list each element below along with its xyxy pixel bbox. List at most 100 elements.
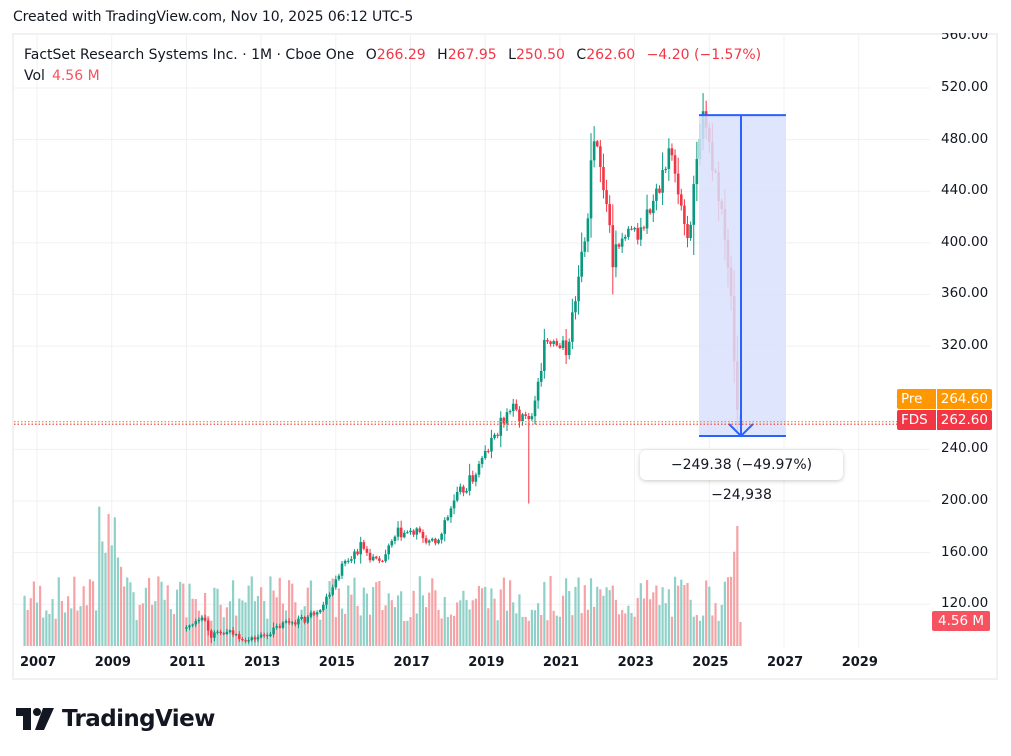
volume-bar bbox=[222, 617, 225, 646]
symbol-description[interactable]: FactSet Research Systems Inc. · 1M · Cbo… bbox=[24, 47, 355, 63]
volume-bar bbox=[381, 610, 384, 646]
candle-body bbox=[686, 224, 689, 239]
candle-body bbox=[390, 541, 394, 546]
candle-body bbox=[290, 622, 294, 624]
volume-bar bbox=[331, 578, 334, 646]
time-axis-tick: 2025 bbox=[692, 655, 729, 670]
candle-body bbox=[571, 312, 574, 342]
chart-frame[interactable] bbox=[12, 33, 998, 680]
volume-bar bbox=[443, 597, 446, 646]
volume-bar bbox=[57, 577, 60, 646]
volume-bar bbox=[228, 601, 232, 646]
candle-body bbox=[493, 434, 496, 438]
candle-body bbox=[340, 563, 344, 576]
candle-body bbox=[511, 403, 515, 412]
volume-bar bbox=[431, 578, 434, 646]
created-with-caption: Created with TradingView.com, Nov 10, 20… bbox=[13, 9, 414, 25]
candle-body bbox=[203, 617, 207, 621]
volume-bar bbox=[571, 615, 574, 646]
volume-bar bbox=[661, 587, 664, 646]
volume-bar bbox=[636, 598, 639, 646]
volume-bar bbox=[337, 588, 341, 646]
volume-bar bbox=[477, 585, 481, 646]
volume-bar bbox=[434, 590, 437, 646]
volume-bar bbox=[552, 610, 555, 646]
candle-body bbox=[334, 579, 338, 588]
volume-bar bbox=[260, 587, 263, 646]
volume-bar bbox=[729, 576, 733, 646]
volume-bar bbox=[197, 610, 200, 646]
candle-body bbox=[234, 634, 238, 636]
volume-bar bbox=[692, 616, 695, 646]
volume-bar bbox=[480, 588, 484, 646]
volume-bar bbox=[621, 610, 624, 646]
candle-body bbox=[555, 341, 559, 346]
candle-body bbox=[266, 635, 269, 637]
candle-body bbox=[244, 640, 247, 642]
volume-bar bbox=[179, 581, 182, 646]
volume-bar bbox=[334, 617, 337, 646]
measure-result-label[interactable]: −249.38 (−49.97%) −24,938 bbox=[640, 450, 843, 503]
volume-bar bbox=[350, 594, 353, 646]
candle-body bbox=[630, 228, 633, 230]
candle-body bbox=[393, 536, 397, 542]
volume-bar bbox=[645, 580, 649, 646]
candle-body bbox=[508, 411, 512, 413]
candle-body bbox=[412, 530, 415, 535]
volume-bar bbox=[537, 603, 540, 646]
volume-bar bbox=[48, 613, 51, 646]
volume-bar bbox=[269, 576, 272, 646]
price-axis-tick: 400.00 bbox=[941, 233, 989, 250]
volume-bar bbox=[79, 606, 82, 646]
volume-bar bbox=[244, 602, 247, 646]
volume-bar bbox=[344, 613, 347, 646]
volume-bar bbox=[468, 609, 471, 646]
volume-bar bbox=[253, 601, 256, 646]
tradingview-brand[interactable]: TradingView bbox=[16, 704, 215, 734]
time-axis-tick: 2027 bbox=[767, 655, 804, 670]
candle-body bbox=[627, 228, 630, 237]
candle-body bbox=[552, 341, 555, 344]
volume-bar bbox=[359, 615, 362, 646]
candle-body bbox=[228, 630, 232, 632]
volume-bar bbox=[593, 606, 596, 646]
candle-body bbox=[546, 339, 549, 342]
candle-body bbox=[465, 490, 468, 493]
volume-bar bbox=[266, 618, 269, 646]
volume-label[interactable]: Vol bbox=[24, 68, 45, 84]
volume-bar bbox=[502, 577, 505, 646]
candle-body bbox=[231, 630, 235, 635]
volume-bar bbox=[303, 606, 306, 646]
premarket-price-tag: Pre 264.60 bbox=[897, 389, 992, 409]
candle-body bbox=[452, 500, 456, 509]
candle-body bbox=[480, 458, 484, 464]
candle-body bbox=[577, 276, 580, 302]
volume-bar bbox=[256, 596, 260, 646]
premarket-tag-price: 264.60 bbox=[935, 389, 992, 409]
candle-body bbox=[312, 612, 316, 615]
volume-bar bbox=[577, 577, 580, 646]
volume-bar bbox=[319, 619, 322, 646]
candle-body bbox=[225, 631, 229, 635]
volume-bar bbox=[515, 613, 518, 646]
volume-bar bbox=[415, 613, 418, 646]
volume-bar bbox=[219, 604, 222, 646]
candle-body bbox=[200, 617, 204, 620]
candle-body bbox=[471, 475, 475, 482]
low-label: L bbox=[508, 47, 516, 63]
volume-bar bbox=[605, 587, 608, 646]
volume-bar bbox=[322, 605, 325, 646]
volume-bar bbox=[689, 599, 692, 646]
volume-bar bbox=[630, 613, 633, 646]
volume-bar bbox=[231, 580, 235, 646]
volume-bar bbox=[95, 610, 98, 646]
candle-body bbox=[574, 301, 577, 313]
volume-bar bbox=[291, 583, 294, 646]
volume-bar bbox=[583, 585, 586, 646]
volume-bar bbox=[42, 617, 45, 646]
volume-bar bbox=[154, 601, 157, 646]
volume-bar bbox=[191, 598, 194, 646]
volume-bar bbox=[683, 585, 686, 646]
volume-bar bbox=[409, 617, 412, 646]
